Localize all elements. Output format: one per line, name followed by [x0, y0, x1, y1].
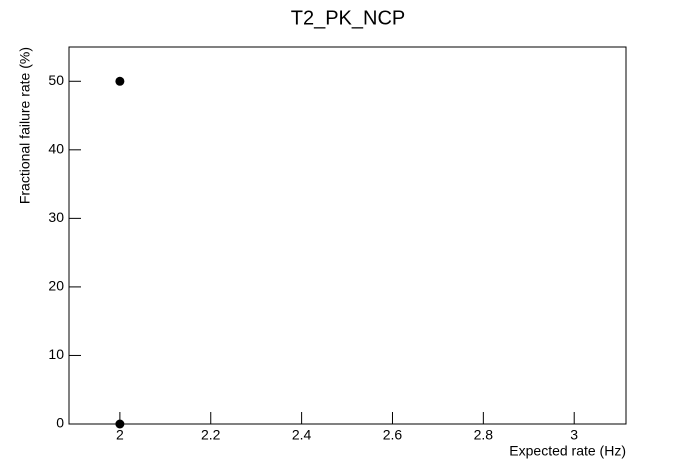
x-axis-label: Expected rate (Hz) — [509, 443, 626, 459]
point — [115, 419, 125, 429]
x-tick-label: 2 — [116, 427, 124, 443]
y-tick-label: 20 — [48, 278, 64, 294]
x-tick-label: 2.2 — [201, 427, 221, 443]
x-tick-label: 2.4 — [292, 427, 312, 443]
y-tick-label: 0 — [56, 415, 64, 431]
y-tick-label: 30 — [48, 209, 64, 225]
y-tick-label: 40 — [48, 141, 64, 157]
x-tick-label: 2.6 — [383, 427, 403, 443]
plot-frame — [68, 46, 627, 425]
x-tick-label: 2.8 — [474, 427, 494, 443]
point — [115, 76, 125, 86]
x-tick-label: 3 — [570, 427, 578, 443]
chart-title: T2_PK_NCP — [291, 7, 406, 29]
y-tick-label: 50 — [48, 72, 64, 88]
y-axis-label: Fractional failure rate (%) — [17, 47, 33, 204]
y-tick-label: 10 — [48, 346, 64, 362]
